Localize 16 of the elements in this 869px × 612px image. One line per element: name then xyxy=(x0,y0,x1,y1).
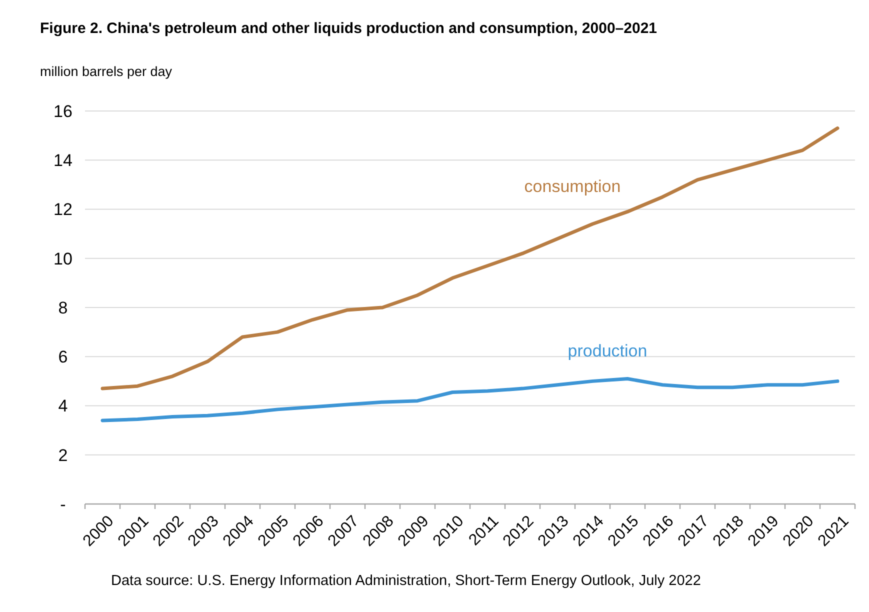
y-tick-label: - xyxy=(60,494,66,514)
y-tick-label: 12 xyxy=(54,200,72,220)
y-axis-title: million barrels per day xyxy=(40,64,172,79)
y-tick-label: 14 xyxy=(54,151,72,170)
line-series xyxy=(100,376,840,422)
chart-title: Figure 2. China's petroleum and other liquids production and consumption, 2000–2021 xyxy=(40,20,657,37)
source-note: Data source: U.S. Energy Information Administration, Short-Term Energy Outlook, July 2022 xyxy=(111,573,701,589)
series-label: consumption xyxy=(524,176,621,196)
line-series xyxy=(100,126,840,390)
y-tick-label: 10 xyxy=(54,249,72,268)
series-label: production xyxy=(568,342,648,361)
y-tick-label: 6 xyxy=(58,348,68,367)
y-tick-label: 8 xyxy=(58,298,68,318)
y-tick-label: 2 xyxy=(58,446,68,465)
y-tick-label: 16 xyxy=(54,102,72,121)
y-tick-label: 4 xyxy=(58,396,68,416)
